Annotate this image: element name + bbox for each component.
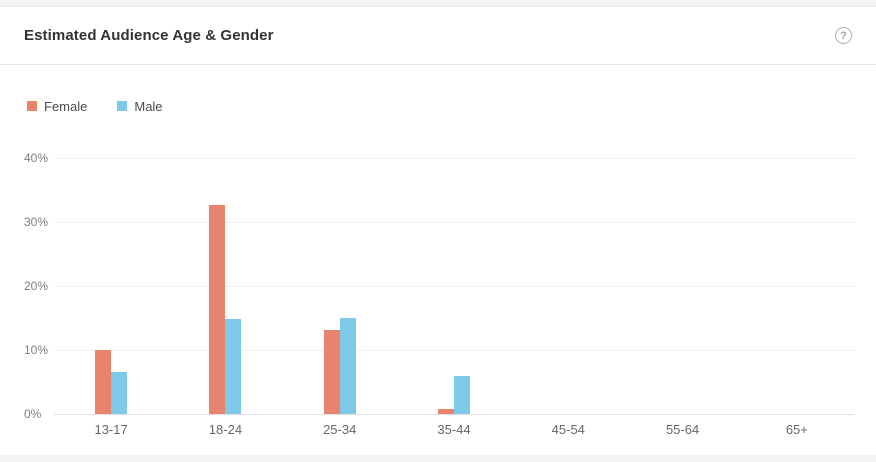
y-tick-label-30: 30% [24, 215, 49, 229]
x-tick-label-65+: 65+ [785, 422, 808, 437]
card-title: Estimated Audience Age & Gender [24, 27, 274, 44]
bar-male-25-34[interactable] [339, 318, 356, 414]
bar-male-18-24[interactable] [225, 319, 242, 414]
bar-male-13-17[interactable] [111, 372, 128, 414]
category-band-25-34: 25-34 [283, 158, 397, 437]
legend-label-male: Male [134, 98, 163, 114]
y-tick-label-10: 10% [24, 343, 49, 357]
bar-pair-35-44 [437, 376, 470, 414]
legend-item-female[interactable]: Female [27, 99, 87, 114]
category-band-35-44: 35-44 [397, 158, 511, 437]
bar-female-18-24[interactable] [209, 204, 226, 414]
x-tick-label-13-17: 13-17 [94, 422, 128, 437]
male-swatch-icon [117, 101, 128, 111]
bar-male-35-44[interactable] [453, 376, 470, 414]
category-band-65+: 65+ [740, 158, 854, 437]
audience-age-gender-card: Estimated Audience Age & Gender ? Female… [0, 6, 876, 455]
bar-pair-13-17 [95, 350, 128, 414]
x-tick-label-25-34: 25-34 [323, 422, 357, 437]
gridline-0 [54, 414, 854, 415]
x-tick-label-18-24: 18-24 [208, 422, 243, 437]
category-band-45-54: 45-54 [511, 158, 625, 437]
bar-female-25-34[interactable] [323, 329, 340, 414]
legend-item-male[interactable]: Male [117, 98, 163, 114]
y-tick-label-40: 40% [24, 151, 49, 165]
bar-pair-18-24 [209, 204, 242, 414]
y-tick-label-0: 0% [24, 407, 42, 421]
bar-female-35-44[interactable] [437, 408, 454, 414]
plot-area: 13-17 18-24 25-34 35-44 45-54 55-64 65+ [54, 158, 854, 437]
female-swatch-icon [27, 101, 37, 111]
x-tick-label-55-64: 55-64 [665, 422, 700, 437]
category-band-13-17: 13-17 [54, 158, 168, 437]
gridline-40 [54, 158, 854, 159]
gridline-10 [54, 350, 854, 351]
category-band-55-64: 55-64 [625, 158, 739, 437]
gridline-20 [54, 286, 854, 287]
age-gender-bar-chart: 13-17 18-24 25-34 35-44 45-54 55-64 65+ 0% 10% 2… [0, 114, 876, 444]
card-header: Estimated Audience Age & Gender ? [0, 7, 876, 64]
header-divider [0, 64, 876, 65]
bar-female-13-17[interactable] [95, 350, 112, 414]
chart-legend: Female Male [0, 98, 876, 114]
x-tick-label-35-44: 35-44 [437, 422, 471, 437]
bar-pair-25-34 [323, 318, 356, 414]
category-band-18-24: 18-24 [168, 158, 282, 437]
help-icon[interactable]: ? [835, 27, 852, 44]
gridline-30 [54, 222, 854, 223]
legend-label-female: Female [44, 98, 88, 114]
y-tick-label-20: 20% [24, 279, 49, 293]
x-tick-label-45-54: 45-54 [551, 422, 585, 437]
